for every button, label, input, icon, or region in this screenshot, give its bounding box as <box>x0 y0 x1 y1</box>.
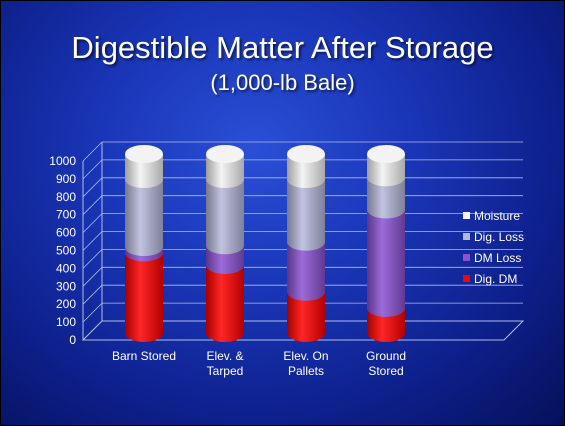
y-tick-label: 800 <box>56 190 76 204</box>
y-tick-label: 100 <box>56 315 76 329</box>
y-tick-label: 900 <box>56 172 76 186</box>
gridline-side <box>82 159 103 180</box>
gridline-side <box>82 195 103 215</box>
y-tick-label: 400 <box>56 261 76 275</box>
legend-label: Dig. Loss <box>474 230 524 244</box>
legend-swatch <box>463 275 470 282</box>
bar-segment-moisture <box>206 145 244 189</box>
gridline-side <box>82 284 103 305</box>
gridline-side <box>82 267 103 287</box>
bar-segment-moisture <box>287 145 325 189</box>
legend-item: DM Loss <box>463 251 521 265</box>
legend-swatch <box>463 254 470 261</box>
chart-subtitle: (1,000-lb Bale) <box>210 70 355 95</box>
y-tick-label: 300 <box>56 279 76 293</box>
legend-item: Dig. DM <box>463 272 517 286</box>
y-axis: 0 100 200 300 400 500 600 700 800 900 1000 <box>49 154 76 347</box>
x-tick-label: Barn Stored <box>112 349 176 363</box>
gridline-side <box>82 320 103 341</box>
legend: Moisture Dig. Loss DM Loss Dig. DM <box>463 209 524 286</box>
legend-item: Dig. Loss <box>463 230 524 244</box>
legend-swatch <box>463 212 470 219</box>
gridline-side <box>82 141 103 162</box>
y-tick-label: 500 <box>56 244 76 258</box>
gridline-side <box>82 231 103 251</box>
y-tick-label: 600 <box>56 226 76 240</box>
x-tick-label: Elev. On Pallets <box>283 349 328 378</box>
x-tick-label: Elev. & Tarped <box>206 349 243 378</box>
gridline-side <box>82 249 103 269</box>
bar-segment-moisture <box>367 145 405 187</box>
y-tick-label: 200 <box>56 297 76 311</box>
bar-segment-moisture <box>125 145 163 189</box>
gridline-side <box>82 213 103 233</box>
legend-label: DM Loss <box>474 251 521 265</box>
chart-title: Digestible Matter After Storage <box>71 30 494 65</box>
y-tick-label: 0 <box>69 333 76 347</box>
x-axis: Barn Stored Elev. & Tarped Elev. On Pallets G… <box>112 349 406 378</box>
gridline-side <box>82 302 103 323</box>
y-tick-label: 1000 <box>49 154 76 168</box>
x-tick-label: Ground Stored <box>366 349 406 378</box>
legend-label: Moisture <box>474 209 520 223</box>
gridline-side <box>82 177 103 198</box>
legend-swatch <box>463 233 470 240</box>
y-tick-label: 700 <box>56 208 76 222</box>
bars <box>125 145 405 342</box>
legend-item: Moisture <box>463 209 520 223</box>
legend-label: Dig. DM <box>474 272 517 286</box>
